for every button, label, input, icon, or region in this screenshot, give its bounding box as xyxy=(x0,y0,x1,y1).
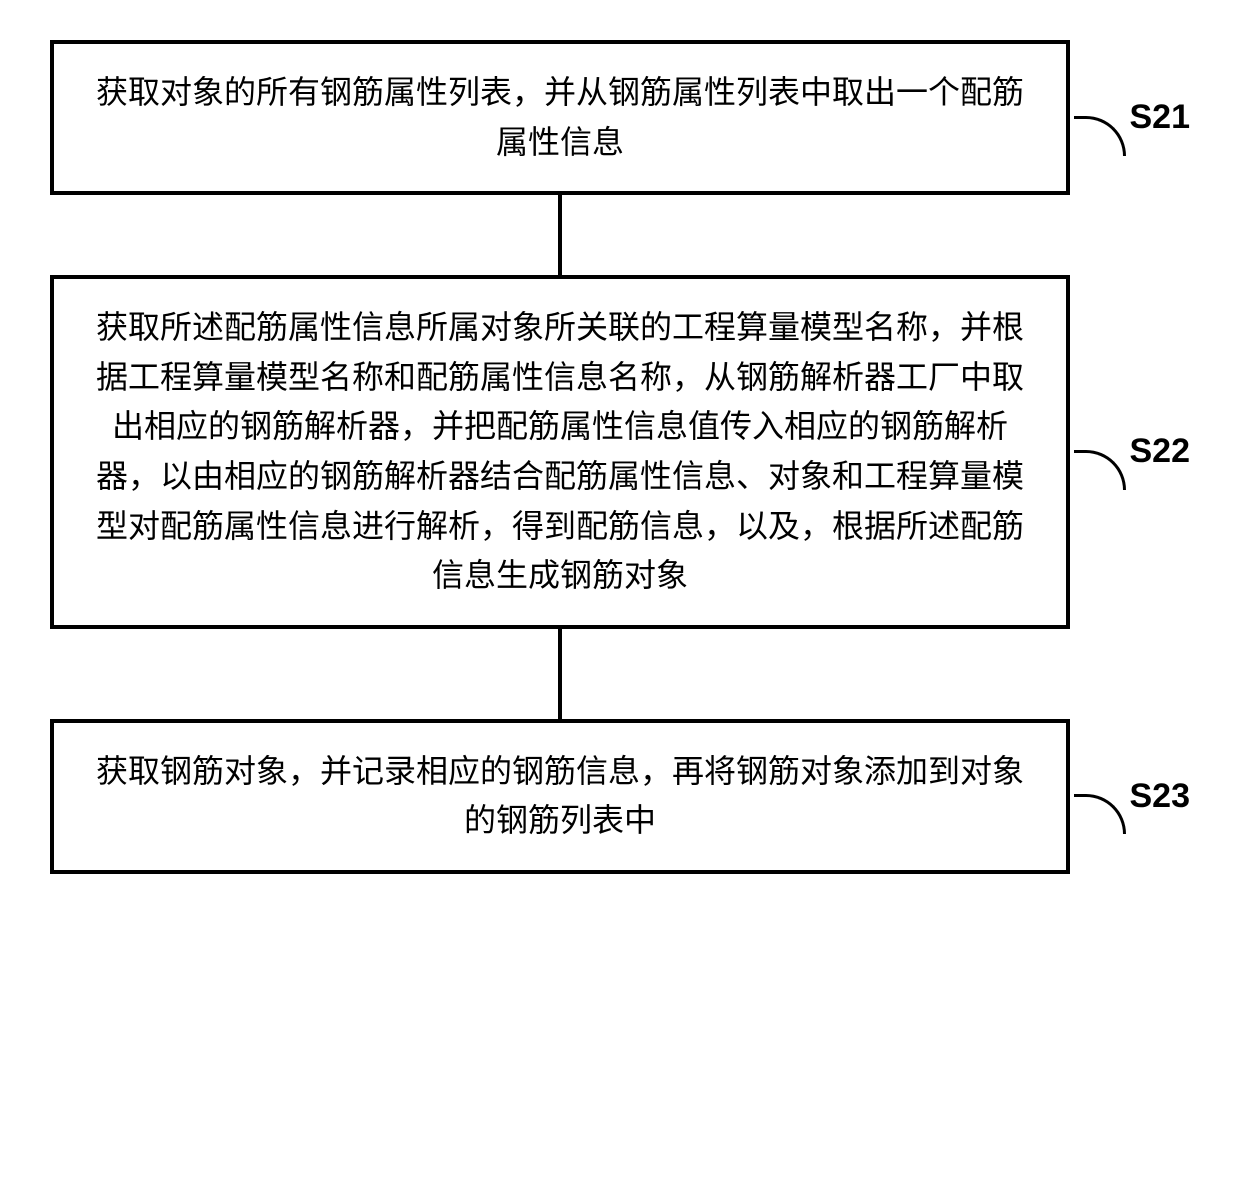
step-row-1: 获取对象的所有钢筋属性列表，并从钢筋属性列表中取出一个配筋属性信息 S21 xyxy=(50,40,1190,195)
connector-1-2 xyxy=(558,195,562,275)
flowchart: 获取对象的所有钢筋属性列表，并从钢筋属性列表中取出一个配筋属性信息 S21 获取… xyxy=(50,40,1190,874)
step-label-2: S22 xyxy=(1130,432,1191,471)
label-curve-1 xyxy=(1074,116,1126,156)
label-curve-2 xyxy=(1074,450,1126,490)
label-col-2: S22 xyxy=(1070,432,1190,471)
step-label-3: S23 xyxy=(1130,777,1191,816)
step-box-2: 获取所述配筋属性信息所属对象所关联的工程算量模型名称，并根据工程算量模型名称和配… xyxy=(50,275,1070,629)
label-curve-3 xyxy=(1074,794,1126,834)
step-text-2: 获取所述配筋属性信息所属对象所关联的工程算量模型名称，并根据工程算量模型名称和配… xyxy=(82,303,1038,601)
step-row-3: 获取钢筋对象，并记录相应的钢筋信息，再将钢筋对象添加到对象的钢筋列表中 S23 xyxy=(50,719,1190,874)
connector-2-3 xyxy=(558,629,562,719)
step-box-1: 获取对象的所有钢筋属性列表，并从钢筋属性列表中取出一个配筋属性信息 xyxy=(50,40,1070,195)
step-label-1: S21 xyxy=(1130,98,1191,137)
step-text-1: 获取对象的所有钢筋属性列表，并从钢筋属性列表中取出一个配筋属性信息 xyxy=(82,68,1038,167)
step-text-3: 获取钢筋对象，并记录相应的钢筋信息，再将钢筋对象添加到对象的钢筋列表中 xyxy=(82,747,1038,846)
label-col-1: S21 xyxy=(1070,98,1190,137)
step-box-3: 获取钢筋对象，并记录相应的钢筋信息，再将钢筋对象添加到对象的钢筋列表中 xyxy=(50,719,1070,874)
label-col-3: S23 xyxy=(1070,777,1190,816)
step-row-2: 获取所述配筋属性信息所属对象所关联的工程算量模型名称，并根据工程算量模型名称和配… xyxy=(50,275,1190,629)
